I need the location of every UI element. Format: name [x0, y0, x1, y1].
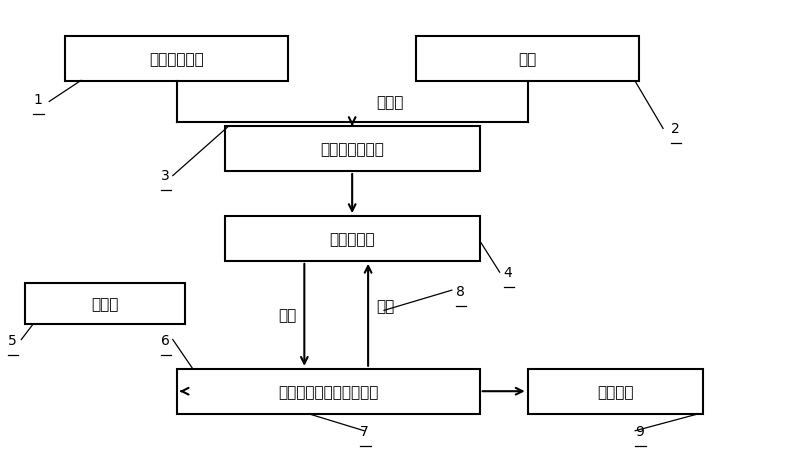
- Text: 负载了金属离子的反应床: 负载了金属离子的反应床: [278, 384, 378, 399]
- Text: 解吸: 解吸: [376, 299, 394, 313]
- Text: 1: 1: [34, 93, 42, 107]
- Bar: [225, 216, 480, 262]
- Text: 7: 7: [360, 424, 369, 438]
- Bar: [65, 37, 288, 82]
- Bar: [177, 369, 480, 414]
- Bar: [527, 369, 703, 414]
- Bar: [26, 284, 185, 324]
- Text: 5: 5: [8, 333, 17, 347]
- Text: 8: 8: [456, 284, 465, 298]
- Text: 吸附: 吸附: [278, 308, 296, 322]
- Text: 吸附反应床: 吸附反应床: [330, 231, 375, 246]
- Text: 6: 6: [161, 333, 170, 347]
- Text: 载体: 载体: [518, 52, 537, 67]
- Text: 固定化: 固定化: [376, 95, 403, 110]
- Bar: [225, 127, 480, 172]
- Text: 9: 9: [635, 424, 644, 438]
- Text: 室温离子液体: 室温离子液体: [150, 52, 204, 67]
- Text: 4: 4: [504, 265, 512, 279]
- Text: 金属离子: 金属离子: [597, 384, 634, 399]
- Text: 浸出液: 浸出液: [91, 296, 118, 312]
- Text: 3: 3: [161, 169, 170, 183]
- Bar: [416, 37, 639, 82]
- Text: 2: 2: [671, 122, 680, 136]
- Text: 固定化离子液体: 固定化离子液体: [320, 142, 384, 157]
